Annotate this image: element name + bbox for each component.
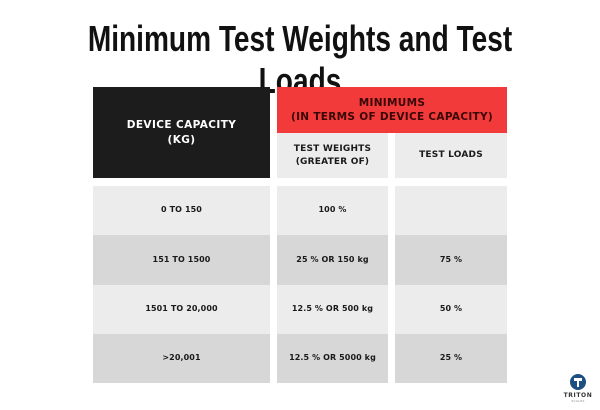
table-cell-capacity: 151 TO 1500	[93, 235, 270, 285]
header-minimums-line2: (IN TERMS OF DEVICE CAPACITY)	[290, 111, 493, 123]
header-device-capacity: DEVICE CAPACITY (KG)	[93, 87, 270, 178]
table-cell-test-weights: 100 %	[277, 186, 388, 235]
table-cell-test-weights: 12.5 % OR 5000 kg	[277, 334, 388, 383]
table-cell-capacity: 1501 TO 20,000	[93, 285, 270, 334]
header-test-weights: TEST WEIGHTS (GREATER OF)	[277, 133, 388, 178]
header-minimums-line1: MINIMUMS	[358, 96, 426, 109]
header-test-weights-line2: (GREATER OF)	[295, 156, 370, 167]
table-cell-test-loads: 75 %	[395, 235, 507, 285]
header-test-weights-line1: TEST WEIGHTS	[293, 144, 372, 155]
logo-name: TRITON	[563, 392, 593, 399]
page-title: Minimum Test Weights and Test Loads	[87, 18, 513, 101]
table-cell-test-weights: 25 % OR 150 kg	[277, 235, 388, 285]
header-device-capacity-line1: DEVICE CAPACITY	[126, 119, 237, 132]
table-cell-capacity: >20,001	[93, 334, 270, 383]
table-cell-capacity: 0 TO 150	[93, 186, 270, 235]
header-minimums: MINIMUMS (IN TERMS OF DEVICE CAPACITY)	[277, 87, 507, 133]
table-cell-test-weights: 12.5 % OR 500 kg	[277, 285, 388, 334]
table-cell-test-loads: 25 %	[395, 334, 507, 383]
table-cell-test-loads	[395, 186, 507, 235]
table-cell-test-loads: 50 %	[395, 285, 507, 334]
header-test-loads: TEST LOADS	[395, 133, 507, 178]
triton-t-icon	[570, 374, 586, 390]
logo-tagline: SCALES	[571, 399, 585, 403]
triton-logo: TRITON SCALES	[563, 374, 593, 406]
header-device-capacity-line2: (KG)	[167, 133, 196, 146]
